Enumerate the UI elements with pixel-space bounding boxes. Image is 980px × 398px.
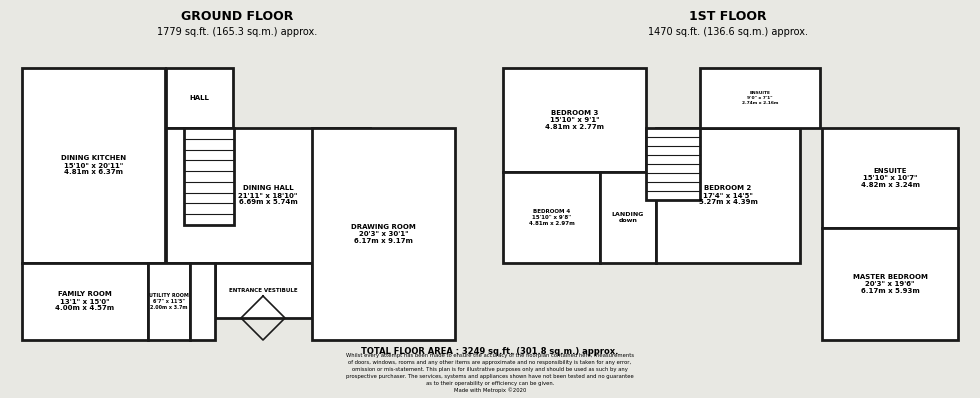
Text: HALL: HALL xyxy=(189,95,210,101)
Bar xyxy=(503,68,646,172)
Bar xyxy=(503,172,600,263)
Text: DRAWING ROOM
20'3" x 30'1"
6.17m x 9.17m: DRAWING ROOM 20'3" x 30'1" 6.17m x 9.17m xyxy=(351,224,416,244)
Text: MASTER BEDROOM
20'3" x 19'6"
6.17m x 5.93m: MASTER BEDROOM 20'3" x 19'6" 6.17m x 5.9… xyxy=(853,274,927,294)
Text: TOTAL FLOOR AREA : 3249 sq.ft. (301.8 sq.m.) approx.: TOTAL FLOOR AREA : 3249 sq.ft. (301.8 sq… xyxy=(362,347,618,357)
Text: Whilst every attempt has been made to ensure the accuracy of the floorplan conta: Whilst every attempt has been made to en… xyxy=(346,353,634,394)
Text: ENSUITE
9'0" x 7'1"
2.74m x 2.16m: ENSUITE 9'0" x 7'1" 2.74m x 2.16m xyxy=(742,92,778,105)
Bar xyxy=(822,128,958,228)
Text: BEDROOM 4
15'10" x 9'8"
4.81m x 2.97m: BEDROOM 4 15'10" x 9'8" 4.81m x 2.97m xyxy=(528,209,574,226)
Bar xyxy=(166,68,233,128)
Text: BEDROOM 2
17'4" x 14'5"
5.27m x 4.39m: BEDROOM 2 17'4" x 14'5" 5.27m x 4.39m xyxy=(699,185,758,205)
Text: 1470 sq.ft. (136.6 sq.m.) approx.: 1470 sq.ft. (136.6 sq.m.) approx. xyxy=(648,27,808,37)
Bar xyxy=(166,128,370,263)
Bar xyxy=(600,172,656,263)
Text: ENTRANCE VESTIBULE: ENTRANCE VESTIBULE xyxy=(229,288,298,293)
Text: ENSUITE
15'10" x 10'7"
4.82m x 3.24m: ENSUITE 15'10" x 10'7" 4.82m x 3.24m xyxy=(860,168,919,188)
Text: FAMILY ROOM
13'1" x 15'0"
4.00m x 4.57m: FAMILY ROOM 13'1" x 15'0" 4.00m x 4.57m xyxy=(56,291,115,312)
Text: DINING HALL
21'11" x 18'10"
6.69m x 5.74m: DINING HALL 21'11" x 18'10" 6.69m x 5.74… xyxy=(238,185,298,205)
Bar xyxy=(215,263,312,318)
Bar xyxy=(184,128,234,225)
Text: GROUND FLOOR: GROUND FLOOR xyxy=(181,10,293,23)
Bar xyxy=(822,228,958,340)
Bar xyxy=(190,263,215,340)
Bar xyxy=(700,68,820,128)
Bar xyxy=(656,128,800,263)
Bar xyxy=(22,263,148,340)
Bar xyxy=(22,68,165,263)
Bar xyxy=(646,128,700,200)
Text: 1ST FLOOR: 1ST FLOOR xyxy=(689,10,766,23)
Bar xyxy=(148,263,190,340)
Text: LANDING
down: LANDING down xyxy=(612,212,644,223)
Text: UTILITY ROOM
6'7" x 11'5"
2.00m x 3.7m: UTILITY ROOM 6'7" x 11'5" 2.00m x 3.7m xyxy=(149,293,189,310)
Text: BEDROOM 3
15'10" x 9'1"
4.81m x 2.77m: BEDROOM 3 15'10" x 9'1" 4.81m x 2.77m xyxy=(545,110,604,130)
Text: 1779 sq.ft. (165.3 sq.m.) approx.: 1779 sq.ft. (165.3 sq.m.) approx. xyxy=(157,27,318,37)
Bar xyxy=(312,128,455,340)
Text: DINING KITCHEN
15'10" x 20'11"
4.81m x 6.37m: DINING KITCHEN 15'10" x 20'11" 4.81m x 6… xyxy=(61,156,126,176)
